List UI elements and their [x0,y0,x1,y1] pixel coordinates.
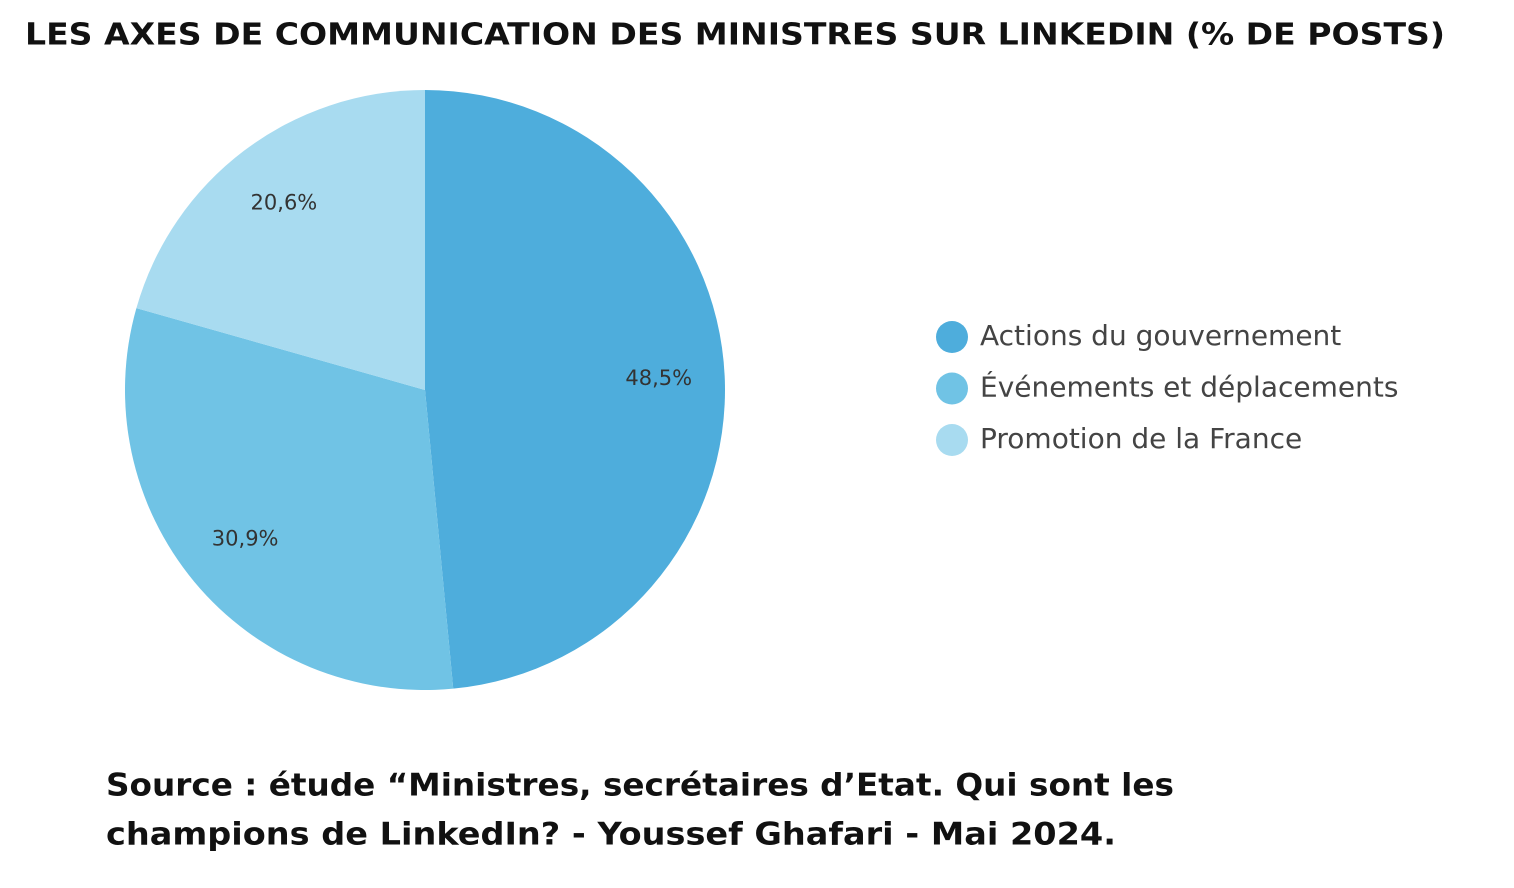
value-label: 48,5% [625,366,692,390]
chart-title: LES AXES DE COMMUNICATION DES MINISTRES … [25,18,1445,53]
value-label: 20,6% [251,190,318,214]
legend-marker [936,372,968,405]
legend-marker [936,321,968,353]
legend-label: Actions du gouvernement [980,319,1341,352]
pie-slice [425,90,726,689]
pie-slice [136,90,425,390]
pie-slice [124,308,454,690]
legend-marker [936,424,968,456]
source-line: champions de LinkedIn? - Youssef Ghafari… [106,817,1116,853]
legend-label: Promotion de la France [980,422,1302,455]
legend-label: Événements et déplacements [980,370,1398,404]
source-line: Source : étude “Ministres, secrétaires d… [106,768,1174,804]
value-label: 30,9% [212,527,279,551]
